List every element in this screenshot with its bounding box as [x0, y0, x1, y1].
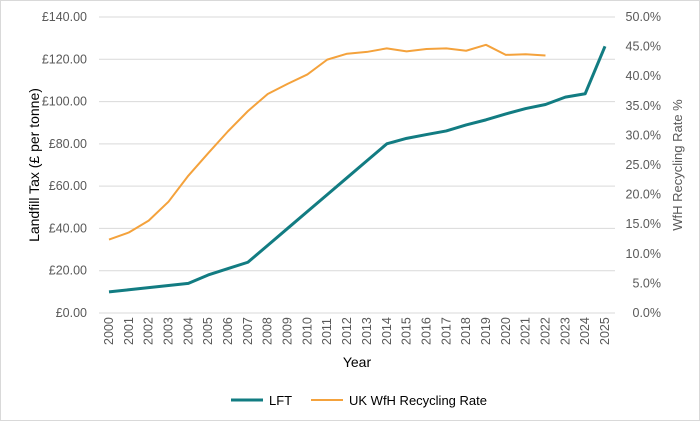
x-tick-label: 2006 [221, 317, 235, 345]
y-tick-label: £60.00 [49, 179, 87, 193]
x-tick-label: 2016 [419, 317, 433, 345]
y-axis-left: £0.00 £20.00 £40.00 £60.00 £80.00 £100.00 £120… [42, 10, 87, 320]
legend-label-recycling: UK WfH Recycling Rate [349, 393, 487, 408]
y-tick-label: £0.00 [56, 306, 87, 320]
x-tick-label: 2017 [439, 317, 453, 345]
y2-tick-label: 25.0% [626, 158, 661, 172]
x-tick-label: 2024 [578, 317, 592, 345]
x-tick-label: 2020 [499, 317, 513, 345]
y-axis-title: Landfill Tax (£ per tonne) [26, 88, 42, 242]
x-tick-label: 2001 [122, 317, 136, 345]
y2-tick-label: 20.0% [626, 188, 661, 202]
y2-tick-label: 40.0% [626, 69, 661, 83]
x-tick-label: 2010 [300, 317, 314, 345]
y2-tick-label: 5.0% [633, 276, 662, 290]
x-tick-label: 2013 [360, 317, 374, 345]
y2-tick-label: 35.0% [626, 99, 661, 113]
y-axis-right: 0.0% 5.0% 10.0% 15.0% 20.0% 25.0% 30.0% 35.0% 40… [626, 10, 661, 320]
legend-label-lft: LFT [269, 393, 292, 408]
x-axis: 2000 2001 2002 2003 2004 2005 2006 2007 2008 2009… [102, 317, 612, 345]
y-tick-label: £20.00 [49, 264, 87, 278]
x-tick-label: 2005 [201, 317, 215, 345]
series-lines [108, 43, 607, 294]
x-tick-label: 2014 [380, 317, 394, 345]
y-tick-label: £140.00 [42, 10, 87, 24]
y2-tick-label: 30.0% [626, 128, 661, 142]
y2-tick-label: 50.0% [626, 10, 661, 24]
x-tick-label: 2022 [538, 317, 552, 345]
x-tick-label: 2023 [558, 317, 572, 345]
series-line-recycling-rate [108, 43, 546, 241]
x-tick-label: 2000 [102, 317, 116, 345]
x-tick-label: 2011 [320, 318, 334, 345]
x-tick-label: 2007 [241, 317, 255, 345]
y2-tick-label: 45.0% [626, 40, 661, 54]
x-tick-label: 2025 [598, 317, 612, 345]
x-tick-label: 2003 [162, 317, 176, 345]
y-tick-label: £100.00 [42, 95, 87, 109]
y2-tick-label: 0.0% [633, 306, 662, 320]
x-axis-title: Year [343, 354, 372, 370]
y2-tick-label: 15.0% [626, 217, 661, 231]
y-tick-label: £40.00 [49, 221, 87, 235]
y-tick-label: £80.00 [49, 137, 87, 151]
x-tick-label: 2012 [340, 317, 354, 345]
y2-tick-label: 10.0% [626, 247, 661, 261]
x-tick-label: 2019 [479, 317, 493, 345]
legend: LFT UK WfH Recycling Rate [231, 393, 487, 408]
x-tick-label: 2004 [181, 317, 195, 345]
x-tick-label: 2008 [261, 317, 275, 345]
x-tick-label: 2018 [459, 317, 473, 345]
x-tick-label: 2015 [400, 317, 414, 345]
series-line-lft [108, 45, 607, 294]
y2-axis-title: WfH Recycling Rate % [670, 99, 685, 231]
x-tick-label: 2021 [519, 317, 533, 345]
gridlines [99, 16, 615, 314]
x-tick-label: 2002 [142, 317, 156, 345]
y-tick-label: £120.00 [42, 52, 87, 66]
x-tick-label: 2009 [281, 317, 295, 345]
